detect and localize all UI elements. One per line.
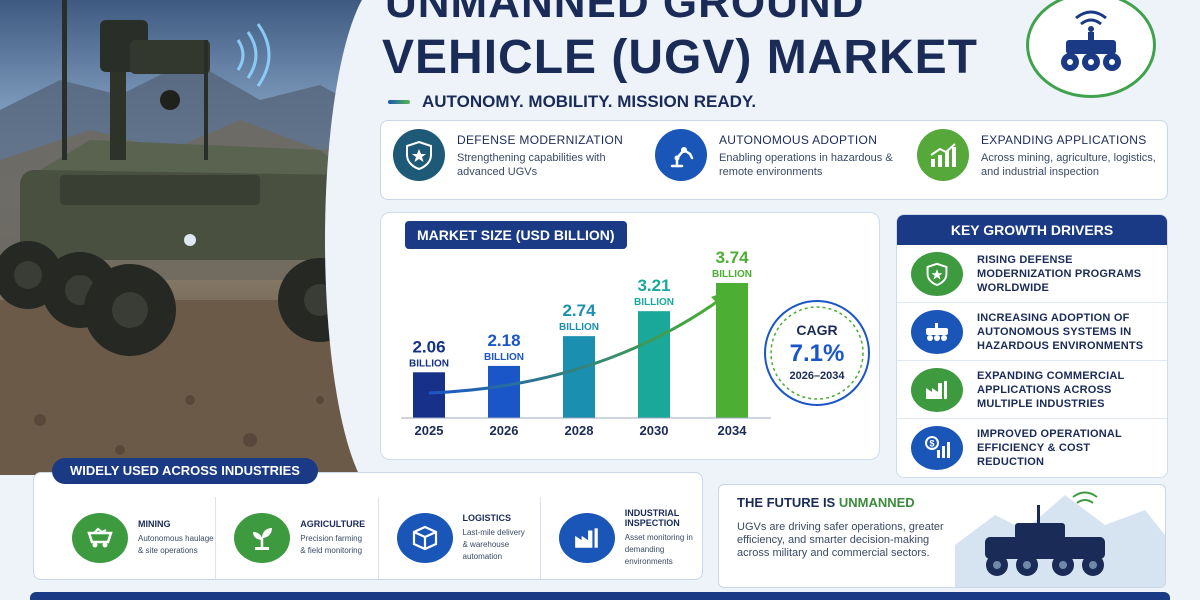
shield-star-icon [393,129,445,181]
bar-unit-label: BILLION [712,269,752,280]
feature-autonomous: AUTONOMOUS ADOPTION Enabling operations … [643,121,905,199]
factory-icon [911,367,963,412]
industry-desc-line2: demanding environments [624,545,673,566]
feature-desc: Across mining, agriculture, logistics, a… [981,152,1156,178]
driver-label: INCREASING ADOPTION OF AUTONOMOUS SYSTEM… [977,311,1144,352]
tagline-text: AUTONOMY. MOBILITY. MISSION READY. [422,92,757,111]
driver-item: RISING DEFENSE MODERNIZATION PROGRAMS WO… [897,245,1167,303]
driver-item: $ IMPROVED OPERATIONAL EFFICIENCY & COST… [897,419,1167,477]
ugv-illustration [0,0,385,475]
bar-value-label: 3.74 [715,248,749,267]
industry-name: AGRICULTURE [300,519,366,529]
feature-strip: DEFENSE MODERNIZATION Strengthening capa… [380,120,1168,200]
cagr-value: 7.1% [790,340,845,367]
industries-heading: WIDELY USED ACROSS INDUSTRIES [52,458,318,484]
growth-chart-icon [917,129,969,181]
market-size-chart: 2.06 BILLION 2025 2.18 BILLION 2026 2.74 BILLIO… [401,248,870,438]
industry-name: INDUSTRIAL INSPECTION [624,508,680,528]
future-heading: THE FUTURE IS UNMANNED [737,495,915,510]
industry-name: MINING [138,519,171,529]
industry-name: LOGISTICS [462,513,512,523]
bar-unit-label: BILLION [634,297,674,308]
driver-item: INCREASING ADOPTION OF AUTONOMOUS SYSTEM… [897,303,1167,361]
robot-arm-icon [655,129,707,181]
trend-arrow [428,297,722,395]
x-tick-label: 2028 [565,423,594,438]
ugv-silhouette-icon [955,491,1165,587]
dollar-chart-icon: $ [911,426,963,470]
drivers-heading: KEY GROWTH DRIVERS [897,215,1167,245]
driver-item: EXPANDING COMMERCIAL APPLICATIONS ACROSS… [897,361,1167,419]
industries-panel: MINING Autonomous haulage & site operatio… [33,472,703,580]
industry-desc-line1: Precision farming [300,534,363,543]
industry-mining: MINING Autonomous haulage & site operatio… [34,497,215,579]
ugv-wifi-icon [1026,0,1156,98]
feature-defense: DEFENSE MODERNIZATION Strengthening capa… [381,121,643,199]
future-heading-a: THE FUTURE IS [737,495,836,510]
bar-unit-label: BILLION [559,322,599,333]
shield-star-icon [911,251,963,296]
mining-cart-icon [72,513,128,563]
industry-logistics: LOGISTICS Last-mile delivery & warehouse … [377,497,540,579]
tagline: AUTONOMY. MOBILITY. MISSION READY. [388,92,756,112]
feature-desc: Enabling operations in hazardous & remot… [719,152,893,178]
driver-label: IMPROVED OPERATIONAL EFFICIENCY & COST R… [977,428,1122,468]
tagline-accent [388,100,410,104]
factory-icon [558,513,615,563]
cagr-ring [770,306,864,400]
future-heading-b: UNMANNED [838,495,915,510]
driver-label: RISING DEFENSE MODERNIZATION PROGRAMS WO… [977,253,1142,294]
industry-desc-line1: Asset monitoring in [624,533,693,542]
industry-agriculture: AGRICULTURE Precision farming & field mon… [215,497,377,579]
cagr-badge [764,300,870,406]
industry-desc-line2: & site operations [138,546,198,555]
industry-inspection: INDUSTRIAL INSPECTION Asset monitoring i… [539,497,702,579]
svg-text:$: $ [929,439,934,449]
trend-arrow-head [711,291,727,307]
bar-2026 [488,365,520,418]
industry-desc-line2: & field monitoring [300,546,363,555]
bar-value-label: 2.74 [562,301,596,320]
bar-2030 [638,311,670,418]
market-size-heading: MARKET SIZE (USD BILLION) [405,221,627,249]
driver-label: EXPANDING COMMERCIAL APPLICATIONS ACROSS… [977,369,1125,410]
market-size-panel: 2.06 BILLION 2025 2.18 BILLION 2026 2.74 BILLIO… [380,212,880,460]
page-title-line1: UNMANNED GROUND [385,0,865,27]
x-tick-label: 2026 [490,423,519,438]
bar-value-label: 2.06 [412,337,445,356]
x-tick-label: 2034 [718,423,748,438]
feature-applications: EXPANDING APPLICATIONS Across mining, ag… [905,121,1167,199]
box-icon [396,513,453,563]
x-tick-label: 2025 [415,423,444,438]
industry-desc-line2: & warehouse automation [462,540,510,561]
feature-title: DEFENSE MODERNIZATION [457,133,624,147]
plant-icon [234,513,291,563]
bar-value-label: 3.21 [637,276,670,295]
feature-desc: Strengthening capabilities with advanced… [457,152,606,178]
page-title-line2: VEHICLE (UGV) MARKET [382,31,978,84]
feature-title: EXPANDING APPLICATIONS [981,133,1147,147]
future-body: UGVs are driving safer operations, great… [737,521,944,559]
robot-vehicle-icon [911,309,963,354]
bar-unit-label: BILLION [409,358,449,369]
industry-desc-line1: Autonomous haulage [138,534,214,543]
cagr-range: 2026–2034 [789,370,845,382]
feature-title: AUTONOMOUS ADOPTION [719,133,878,147]
industry-desc-line1: Last-mile delivery [462,528,525,537]
bar-unit-label: BILLION [484,352,524,363]
future-panel: THE FUTURE IS UNMANNED UGVs are driving … [718,484,1166,588]
bar-2028 [563,336,595,418]
ugv-photo [0,0,385,475]
x-tick-label: 2030 [640,423,669,438]
bar-2025 [413,372,445,418]
bottom-bar [30,592,1170,600]
cagr-label: CAGR [796,322,837,338]
key-growth-drivers: KEY GROWTH DRIVERS RISING DEFENSE MODERN… [896,214,1168,478]
bar-value-label: 2.18 [487,331,520,350]
